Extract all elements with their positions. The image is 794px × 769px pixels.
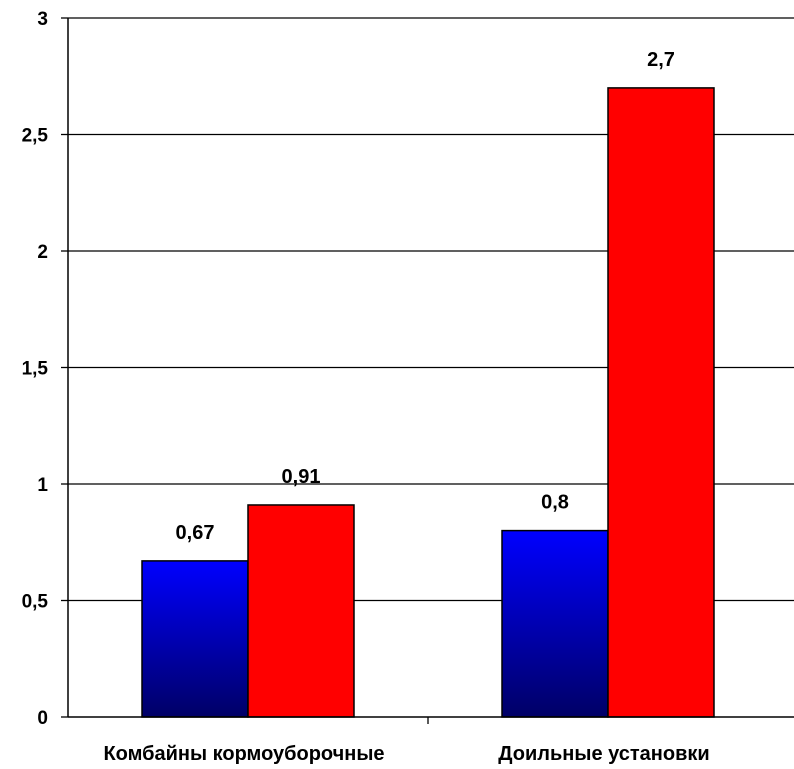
labels: 0 0,5 1 1,5 2 2,5 3 0,67 0,91 Комбайны кормоуборо…: [22, 9, 710, 765]
y-tick-label: 2: [37, 242, 48, 263]
x-category-label: Комбайны кормоуборочные: [103, 743, 384, 765]
y-tick-label: 3: [37, 9, 48, 30]
data-label: 0,91: [282, 466, 321, 488]
y-tick-label: 1,5: [22, 359, 49, 380]
y-tick-label: 0,5: [22, 592, 49, 613]
axes: [61, 17, 794, 724]
bar: [141, 560, 249, 718]
data-label: 0,67: [176, 522, 215, 544]
data-label: 0,8: [541, 492, 569, 514]
bar: [247, 504, 355, 718]
y-tick-label: 2,5: [22, 126, 49, 147]
bar: [501, 529, 609, 718]
bars: [141, 87, 715, 718]
x-category-label: Доильные установки: [498, 743, 709, 765]
bar: [607, 87, 715, 718]
y-tick-label: 0: [37, 708, 48, 729]
data-label: 2,7: [647, 49, 675, 71]
y-tick-label: 1: [37, 475, 48, 496]
